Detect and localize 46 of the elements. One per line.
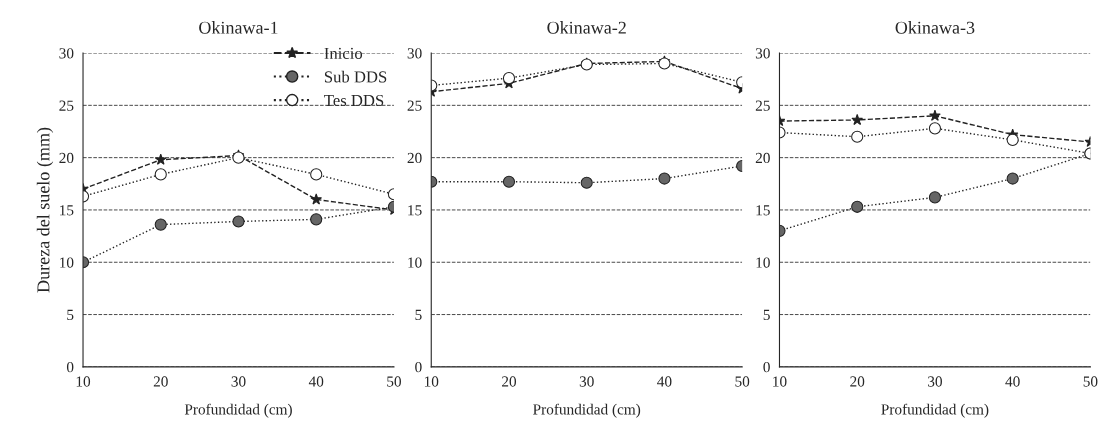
y-axis-title: Dureza del suelo (mm): [36, 127, 54, 293]
x-tick-label: 20: [153, 376, 168, 387]
y-tick-label: 25: [407, 100, 422, 111]
y-tick-label: 20: [59, 152, 74, 164]
y-tick-label: 5: [67, 309, 74, 321]
x-tick-label: 30: [231, 376, 246, 387]
y-tick-label: 0: [763, 362, 770, 373]
legend-label: Inicio: [324, 47, 363, 59]
chart-title: Okinawa-3: [895, 21, 975, 34]
y-tick-label: 0: [415, 362, 422, 373]
x-tick-label: 40: [1005, 376, 1020, 387]
x-axis-title: Profundidad (cm): [881, 403, 989, 418]
x-tick-label: 50: [387, 376, 401, 387]
x-tick-label: 50: [735, 376, 750, 387]
legend-label: Sub DDS: [324, 70, 387, 83]
y-tick-label: 10: [60, 257, 74, 268]
y-tick-label: 30: [59, 48, 74, 59]
x-axis-title: Profundidad (cm): [533, 403, 641, 418]
y-tick-label: 5: [415, 309, 422, 321]
y-tick-label: 10: [756, 257, 770, 268]
x-tick-label: 10: [773, 376, 787, 387]
y-tick-label: 0: [66, 362, 74, 373]
y-tick-label: 30: [407, 48, 422, 59]
y-tick-label: 30: [755, 48, 770, 59]
x-tick-label: 40: [657, 376, 672, 387]
y-tick-label: 25: [59, 100, 74, 111]
x-tick-label: 10: [76, 376, 91, 387]
chart-title: Okinawa-1: [199, 21, 278, 34]
x-tick-label: 50: [1083, 376, 1098, 387]
y-tick-label: 25: [755, 100, 770, 111]
y-tick-label: 5: [763, 309, 770, 321]
legend-label: Tes DDS: [324, 94, 384, 107]
x-tick-label: 40: [308, 376, 324, 387]
y-tick-label: 20: [407, 152, 422, 164]
chart-title: Okinawa-2: [547, 21, 626, 34]
x-tick-label: 10: [424, 376, 439, 387]
y-tick-label: 15: [408, 205, 422, 216]
x-tick-label: 20: [850, 376, 865, 387]
y-tick-label: 15: [60, 205, 74, 216]
x-tick-label: 30: [928, 376, 942, 387]
x-axis-title: Profundidad (cm): [184, 403, 292, 418]
y-tick-label: 10: [408, 257, 422, 268]
y-tick-label: 20: [755, 152, 770, 164]
y-tick-label: 15: [756, 205, 770, 216]
x-tick-label: 20: [502, 376, 517, 387]
x-tick-label: 30: [579, 376, 594, 387]
